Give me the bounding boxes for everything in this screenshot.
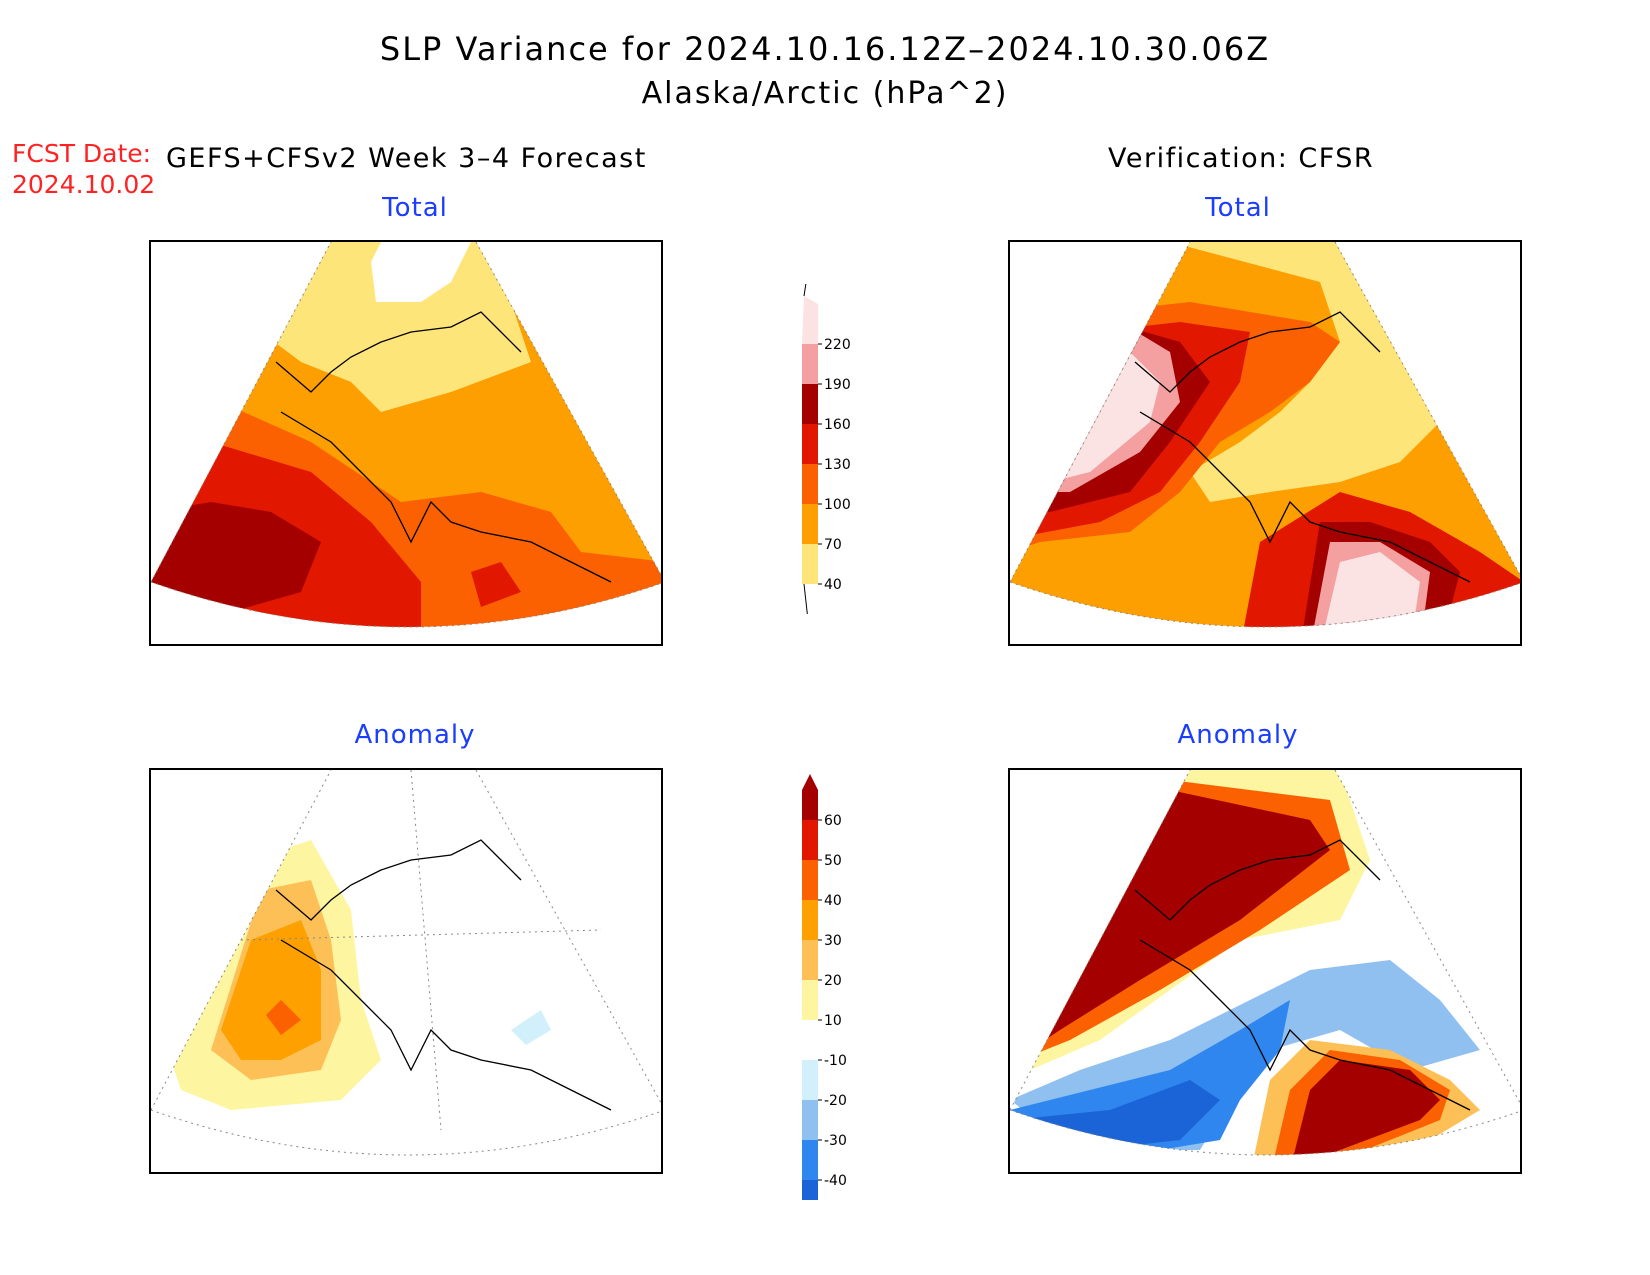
total-colorbar-swatch-2 [802, 464, 818, 504]
total-colorbar-swatch-1 [802, 504, 818, 544]
chart-title-line1: SLP Variance for 2024.10.16.12Z–2024.10.… [379, 30, 1271, 68]
anomaly-colorbar-swatch-1 [802, 1140, 818, 1180]
anomaly-colorbar-swatch-8 [802, 860, 818, 900]
anomaly-colorbar-label-2: -20 [824, 1093, 847, 1109]
verification-anomaly-map [1008, 768, 1522, 1174]
anomaly-colorbar-label-8: 50 [824, 853, 842, 869]
forecast-date-value: 2024.10.02 [12, 170, 156, 199]
anomaly-colorbar-swatch-5 [802, 980, 818, 1020]
anomaly-colorbar-swatch-9 [802, 820, 818, 860]
anomaly-colorbar-swatch-7 [802, 900, 818, 940]
verification-total-map [1008, 240, 1522, 646]
total-colorbar-label-2: 100 [824, 497, 851, 513]
anomaly-colorbar-label-7: 40 [824, 893, 842, 909]
total-colorbar-label-4: 160 [824, 417, 851, 433]
total-colorbar-tail [803, 583, 808, 614]
anomaly-colorbar-swatch-6 [802, 940, 818, 980]
verification-anomaly-title: Anomaly [1177, 720, 1299, 750]
anomaly-colorbar-label-0: -40 [824, 1173, 847, 1189]
anomaly-colorbar-label-4: 10 [824, 1013, 842, 1029]
forecast-date-block: FCST Date: 2024.10.02 [12, 138, 155, 200]
total-colorbar-head [803, 284, 807, 297]
total-colorbar-label-1: 70 [824, 537, 842, 553]
anomaly-colorbar-label-5: 20 [824, 973, 842, 989]
total-colorbar-swatch-5 [802, 344, 818, 384]
verification-label: Verification: CFSR [1108, 143, 1375, 174]
forecast-date-label: FCST Date: [12, 139, 152, 168]
anomaly-colorbar-swatch-2 [802, 1100, 818, 1140]
anomaly-colorbar-label-6: 30 [824, 933, 842, 949]
total-colorbar: 40 70 100 130 160 190 220 [802, 284, 851, 614]
chart-title-line2: Alaska/Arctic (hPa^2) [641, 76, 1009, 111]
anomaly-colorbar-label-9: 60 [824, 813, 842, 829]
forecast-total-title: Total [382, 193, 448, 223]
forecast-anomaly-title: Anomaly [354, 720, 476, 750]
anomaly-colorbar: -40 -30 -20 -10 10 20 30 40 50 60 [802, 774, 847, 1200]
forecast-anomaly-map [149, 768, 663, 1174]
total-colorbar-label-0: 40 [824, 577, 842, 593]
total-colorbar-swatch-4 [802, 384, 818, 424]
total-colorbar-label-6: 220 [824, 337, 851, 353]
total-colorbar-label-3: 130 [824, 457, 851, 473]
total-colorbar-label-5: 190 [824, 377, 851, 393]
anomaly-colorbar-label-1: -30 [824, 1133, 847, 1149]
anomaly-colorbar-swatch-10 [802, 774, 818, 820]
forecast-model-label: GEFS+CFSv2 Week 3–4 Forecast [166, 143, 647, 174]
anomaly-colorbar-swatch-4 [802, 1020, 818, 1060]
verification-total-title: Total [1205, 193, 1271, 223]
anomaly-colorbar-swatch-0 [802, 1180, 818, 1200]
total-colorbar-swatch-3 [802, 424, 818, 464]
total-colorbar-swatch-0 [802, 544, 818, 584]
total-colorbar-swatch-6 [802, 296, 818, 344]
forecast-total-map [149, 240, 663, 646]
anomaly-colorbar-swatch-3 [802, 1060, 818, 1100]
anomaly-colorbar-label-3: -10 [824, 1053, 847, 1069]
